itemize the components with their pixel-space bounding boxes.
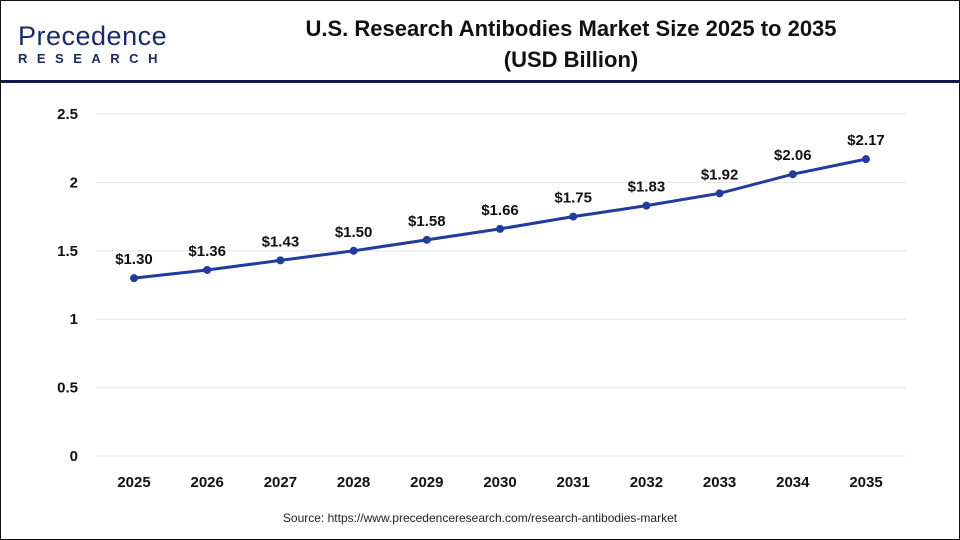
data-point	[203, 265, 212, 274]
x-tick-label: 2026	[191, 474, 224, 491]
x-tick-label: 2028	[337, 474, 370, 491]
data-label: $1.75	[554, 190, 592, 207]
x-tick-label: 2032	[630, 474, 663, 491]
data-label: $1.50	[335, 224, 373, 241]
x-tick-label: 2027	[264, 474, 297, 491]
y-tick-label: 2.5	[57, 106, 78, 123]
data-point	[276, 256, 285, 265]
data-label: $1.92	[701, 166, 739, 183]
data-point	[496, 224, 504, 233]
data-label: $2.06	[774, 147, 812, 164]
data-point	[862, 155, 870, 164]
data-label: $1.43	[262, 233, 300, 250]
y-tick-label: 0	[70, 448, 78, 465]
data-label: $1.66	[481, 202, 519, 219]
source-note: Source: https://www.precedenceresearch.c…	[282, 511, 678, 525]
data-label: $2.17	[847, 132, 885, 149]
precedence-research-logo: Precedence RESEARCH	[18, 21, 168, 67]
y-tick-label: 2	[70, 174, 78, 191]
x-tick-label: 2025	[117, 474, 150, 491]
x-tick-label: 2033	[703, 474, 736, 491]
title-line2: (USD Billion)	[503, 47, 639, 72]
data-point	[788, 170, 797, 179]
title-line1: U.S. Research Antibodies Market Size 202…	[305, 16, 837, 41]
x-tick-label: 2035	[849, 474, 882, 491]
data-point	[349, 246, 358, 255]
data-label: $1.30	[115, 251, 153, 268]
chart-title: U.S. Research Antibodies Market Size 202…	[221, 13, 921, 75]
y-tick-label: 1.5	[57, 243, 78, 260]
logo-line1: Precedence	[18, 21, 168, 51]
data-point	[130, 274, 138, 283]
data-label: $1.58	[408, 213, 446, 230]
data-point	[642, 201, 651, 210]
x-tick-label: 2030	[483, 474, 516, 491]
data-point	[569, 212, 578, 221]
y-tick-label: 1	[70, 311, 78, 328]
logo-line2: RESEARCH	[18, 51, 167, 66]
data-label: $1.83	[628, 179, 666, 196]
data-point	[422, 235, 431, 244]
header: Precedence RESEARCH U.S. Research Antibo…	[1, 1, 959, 83]
x-tick-label: 2029	[410, 474, 443, 491]
y-tick-label: 0.5	[57, 380, 78, 397]
x-tick-label: 2031	[557, 474, 590, 491]
data-point	[715, 189, 724, 198]
x-tick-label: 2034	[776, 474, 810, 491]
data-label: $1.36	[188, 243, 226, 260]
